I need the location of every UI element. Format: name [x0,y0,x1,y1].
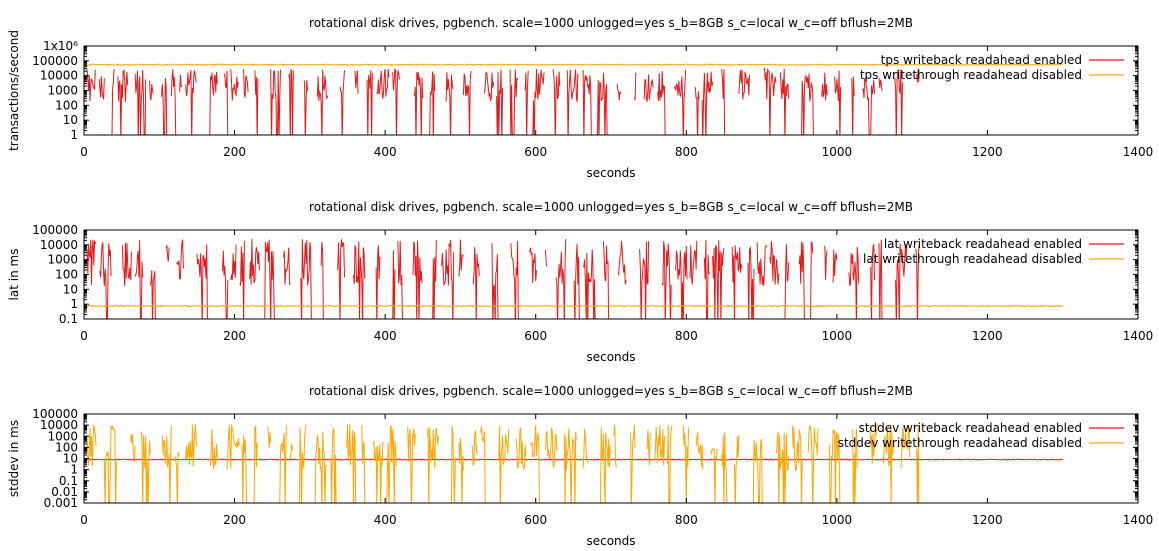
x-tick-label: 600 [524,513,547,527]
y-tick-label: 100 [55,268,78,282]
y-tick-label: 0.1 [59,312,78,326]
y-tick-label: 10000 [40,418,78,432]
y-tick-label: 10000 [40,238,78,252]
series-line [86,238,920,319]
y-tick-label: 0.001 [44,496,78,510]
y-tick-label: 10000 [40,69,78,83]
x-tick-label: 600 [524,145,547,159]
y-tick-label: 1 [70,128,78,142]
y-tick-label: 1000 [47,429,78,443]
x-tick-label: 1400 [1123,513,1154,527]
chart-title: rotational disk drives, pgbench. scale=1… [309,384,913,398]
y-tick-label: 100000 [32,407,78,421]
y-tick-label: 1x10⁶ [43,39,78,53]
panel-latency: rotational disk drives, pgbench. scale=1… [7,200,1153,364]
legend-label: lat writeback readahead enabled [884,237,1082,251]
chart-title: rotational disk drives, pgbench. scale=1… [309,200,913,214]
y-tick-label: 1000 [47,253,78,267]
x-tick-label: 1400 [1123,329,1154,343]
legend-label: tps writeback readahead enabled [881,53,1082,67]
x-tick-label: 1200 [972,329,1003,343]
y-axis-label: transactions/second [7,30,21,151]
x-tick-label: 0 [80,145,88,159]
y-axis-label: lat in ms [7,249,21,301]
legend-label: stddev writethrough readahead disabled [838,436,1082,450]
y-tick-label: 1000 [47,84,78,98]
x-tick-label: 0 [80,329,88,343]
x-tick-label: 400 [374,513,397,527]
x-tick-label: 200 [223,329,246,343]
x-tick-label: 600 [524,329,547,343]
panel-stddev: rotational disk drives, pgbench. scale=1… [7,384,1153,548]
legend-label: lat writethrough readahead disabled [863,252,1082,266]
x-tick-label: 1200 [972,513,1003,527]
y-tick-label: 0.01 [51,485,78,499]
y-tick-label: 100000 [32,54,78,68]
series-line [84,63,1063,68]
series-line [86,67,920,135]
x-tick-label: 800 [675,329,698,343]
x-axis-label: seconds [586,534,635,548]
y-tick-label: 0.1 [59,474,78,488]
x-axis-label: seconds [586,166,635,180]
x-tick-label: 1000 [822,329,853,343]
x-tick-label: 400 [374,145,397,159]
y-tick-label: 10 [63,282,78,296]
x-tick-label: 1000 [822,145,853,159]
legend-label: stddev writeback readahead enabled [859,421,1082,435]
y-tick-label: 100 [55,98,78,112]
y-axis-label: stddev in ms [7,420,21,497]
y-tick-label: 100000 [32,223,78,237]
series-line [84,458,1063,464]
panel-tps: rotational disk drives, pgbench. scale=1… [7,16,1153,180]
x-tick-label: 800 [675,145,698,159]
chart-title: rotational disk drives, pgbench. scale=1… [309,16,913,30]
x-axis-label: seconds [586,350,635,364]
y-tick-label: 10 [63,113,78,127]
x-tick-label: 200 [223,145,246,159]
y-tick-label: 10 [63,452,78,466]
x-tick-label: 1200 [972,145,1003,159]
y-tick-label: 1 [70,463,78,477]
legend-label: tps writethrough readahead disabled [860,68,1082,82]
x-tick-label: 200 [223,513,246,527]
y-tick-label: 1 [70,297,78,311]
x-tick-label: 400 [374,329,397,343]
series-line [86,424,920,503]
series-line [84,304,1064,312]
x-tick-label: 800 [675,513,698,527]
x-tick-label: 0 [80,513,88,527]
y-tick-label: 100 [55,440,78,454]
x-tick-label: 1400 [1123,145,1154,159]
x-tick-label: 1000 [822,513,853,527]
